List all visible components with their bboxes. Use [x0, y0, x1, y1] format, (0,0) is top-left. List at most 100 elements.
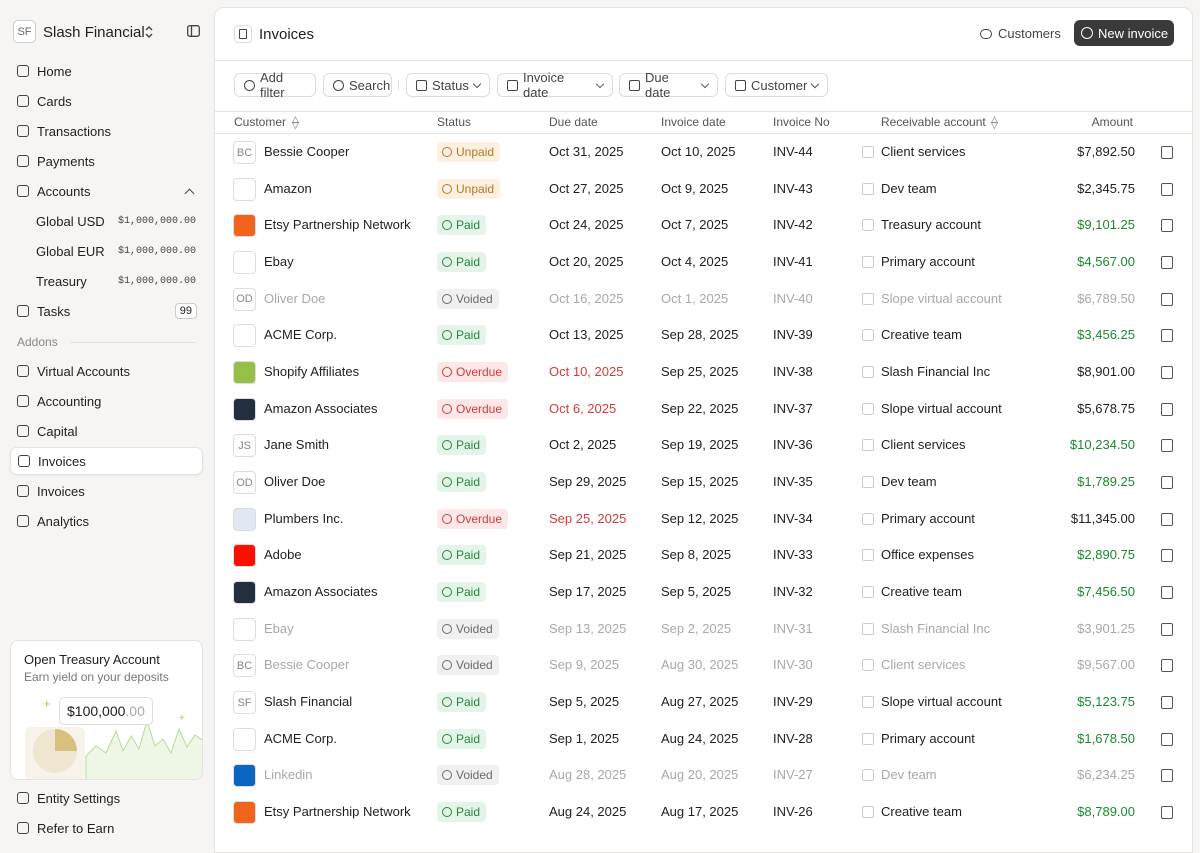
receivable-account: Primary account — [881, 730, 975, 746]
org-switch[interactable] — [144, 25, 154, 39]
status-label: Overdue — [456, 401, 503, 416]
nav-item[interactable]: Refer to Earn — [10, 814, 203, 842]
chevron — [811, 79, 820, 88]
table-row[interactable]: SF Slash Financial Paid Sep 5, 2025 Aug 27, … — [215, 684, 1192, 721]
table-row[interactable]: Plumbers Inc. Overdue Sep 25, 2025 Sep 12, … — [215, 501, 1192, 538]
column-header[interactable]: Customer — [234, 115, 287, 129]
column-header[interactable]: Amount — [1091, 115, 1133, 129]
icon — [17, 425, 29, 437]
nav-item[interactable]: Accounting — [10, 387, 203, 415]
invoice-no: INV-27 — [773, 767, 813, 783]
row-action[interactable] — [1161, 256, 1173, 269]
nav-label: Invoices — [37, 483, 85, 499]
table-row[interactable]: OD Oliver Doe Voided Oct 16, 2025 Oct 1, 202… — [215, 281, 1192, 318]
row-action[interactable] — [1161, 806, 1173, 820]
row-action[interactable] — [1161, 732, 1173, 746]
table-row[interactable]: Etsy Partnership Network Paid Aug 24, 2025… — [215, 794, 1192, 831]
table-row[interactable]: BC Bessie Cooper Unpaid Oct 31, 2025 Oct 10,… — [215, 134, 1192, 171]
row-action[interactable] — [1161, 476, 1173, 490]
nav-item[interactable]: Home — [10, 57, 203, 85]
row-action[interactable] — [1161, 146, 1173, 159]
nav-item[interactable]: Tasks 99 — [10, 297, 203, 325]
row-action[interactable] — [1161, 219, 1173, 233]
table-row[interactable]: JS Jane Smith Paid Oct 2, 2025 Sep 19, 2025 I… — [215, 427, 1192, 464]
status-badge: Voided — [437, 288, 499, 309]
column-header[interactable]: Invoice No — [773, 115, 830, 129]
table-row[interactable]: Shopify Affiliates Overdue Oct 10, 2025 Sep… — [215, 354, 1192, 391]
table-row[interactable]: Ebay Voided Sep 13, 2025 Sep 2, 2025 INV-31 S… — [215, 611, 1192, 648]
row-action[interactable] — [1161, 182, 1173, 196]
row-action[interactable] — [1161, 366, 1173, 380]
table-row[interactable]: ACME Corp. Paid Sep 1, 2025 Aug 24, 2025 INV… — [215, 721, 1192, 758]
invoice-date: Oct 4, 2025 — [661, 254, 729, 269]
account-name: Global USD — [36, 213, 105, 229]
row-action[interactable] — [1161, 622, 1173, 636]
new-invoice-button[interactable]: New invoice — [1074, 20, 1174, 46]
nav-item[interactable]: Payments — [10, 147, 203, 175]
row-action[interactable] — [1161, 402, 1173, 416]
nav-item[interactable]: Accounts — [10, 177, 203, 205]
promo-title: Open Treasury Account — [24, 652, 160, 667]
logo — [233, 397, 256, 421]
column-header[interactable]: Receivable account — [881, 115, 986, 129]
table-row[interactable]: Amazon Associates Paid Sep 17, 2025 Sep 5, … — [215, 574, 1192, 611]
row-action[interactable] — [1161, 439, 1173, 453]
promo-card[interactable]: Open Treasury Account Earn yield on your… — [10, 640, 203, 780]
table-row[interactable]: Ebay Paid Oct 20, 2025 Oct 4, 2025 INV-41 Pri… — [215, 244, 1192, 281]
row-action[interactable] — [1161, 549, 1173, 563]
table-row[interactable]: Adobe Paid Sep 21, 2025 Sep 8, 2025 INV-33 Of… — [215, 537, 1192, 574]
org-avatar[interactable]: SF — [13, 20, 36, 43]
status-icon — [442, 513, 452, 524]
row-action[interactable] — [1161, 329, 1173, 343]
customer-name: Oliver Doe — [264, 290, 326, 306]
amount: $3,456.25 — [1077, 327, 1135, 343]
filter-button[interactable]: Invoice date — [497, 70, 613, 100]
status-label: Paid — [456, 255, 481, 269]
account-item[interactable]: Global EUR $1,000,000.00 — [36, 241, 196, 261]
status-label: Paid — [456, 695, 481, 710]
filter-button[interactable]: Add filter — [234, 70, 316, 100]
nav-item[interactable]: Invoices — [10, 477, 203, 505]
amount: $8,901.00 — [1077, 364, 1135, 380]
button-label: Customers — [998, 26, 1061, 41]
row-action[interactable] — [1161, 769, 1173, 783]
customers-button[interactable]: Customers — [980, 26, 1061, 41]
row-action[interactable] — [1161, 292, 1173, 306]
table-row[interactable]: BC Bessie Cooper Voided Sep 9, 2025 Aug 30, … — [215, 647, 1192, 684]
account-icon — [862, 292, 874, 305]
nav-item[interactable]: Cards — [10, 87, 203, 115]
collapse-sidebar[interactable] — [187, 25, 200, 37]
org-name[interactable]: Slash Financial — [43, 24, 145, 41]
row-action[interactable] — [1161, 586, 1173, 600]
table-row[interactable]: Etsy Partnership Network Paid Oct 24, 2025… — [215, 207, 1192, 244]
nav-item[interactable]: Capital — [10, 417, 203, 445]
invoice-date: Sep 12, 2025 — [661, 510, 739, 526]
invoice-no: INV-29 — [773, 694, 813, 710]
column-header[interactable]: Status — [437, 115, 472, 129]
table-row[interactable]: Amazon Unpaid Oct 27, 2025 Oct 9, 2025 INV-4… — [215, 171, 1192, 208]
table-row[interactable]: ACME Corp. Paid Oct 13, 2025 Sep 28, 2025 IN… — [215, 317, 1192, 354]
filter-button[interactable]: Due date — [619, 70, 718, 100]
table-row[interactable]: OD Oliver Doe Paid Sep 29, 2025 Sep 15, 2025… — [215, 464, 1192, 501]
table-row[interactable]: Linkedin Voided Aug 28, 2025 Aug 20, 2025 IN… — [215, 757, 1192, 794]
nav-item[interactable]: Entity Settings — [10, 784, 203, 812]
account-item[interactable]: Treasury $1,000,000.00 — [36, 271, 196, 291]
nav-item[interactable]: Transactions — [10, 117, 203, 145]
row-action[interactable] — [1161, 696, 1173, 710]
filter-button[interactable]: Status — [406, 73, 490, 97]
due-date: Sep 17, 2025 — [549, 584, 627, 600]
row-action[interactable] — [1161, 512, 1173, 526]
table-row[interactable]: Amazon Associates Overdue Oct 6, 2025 Sep 2… — [215, 391, 1192, 428]
nav-item[interactable]: Invoices — [10, 447, 203, 475]
filter-button[interactable]: Customer — [725, 73, 828, 97]
column-header[interactable]: Invoice date — [661, 115, 726, 129]
nav-item[interactable]: Analytics — [10, 507, 203, 535]
filter-button[interactable]: Search — [323, 73, 392, 97]
account-item[interactable]: Global USD $1,000,000.00 — [36, 211, 196, 231]
status-icon — [442, 257, 452, 267]
row-action[interactable] — [1161, 659, 1173, 673]
column-header[interactable]: Due date — [549, 115, 598, 129]
nav-item[interactable]: Virtual Accounts — [10, 357, 203, 385]
status-badge: Paid — [437, 582, 487, 603]
invoice-no: INV-33 — [773, 547, 813, 563]
